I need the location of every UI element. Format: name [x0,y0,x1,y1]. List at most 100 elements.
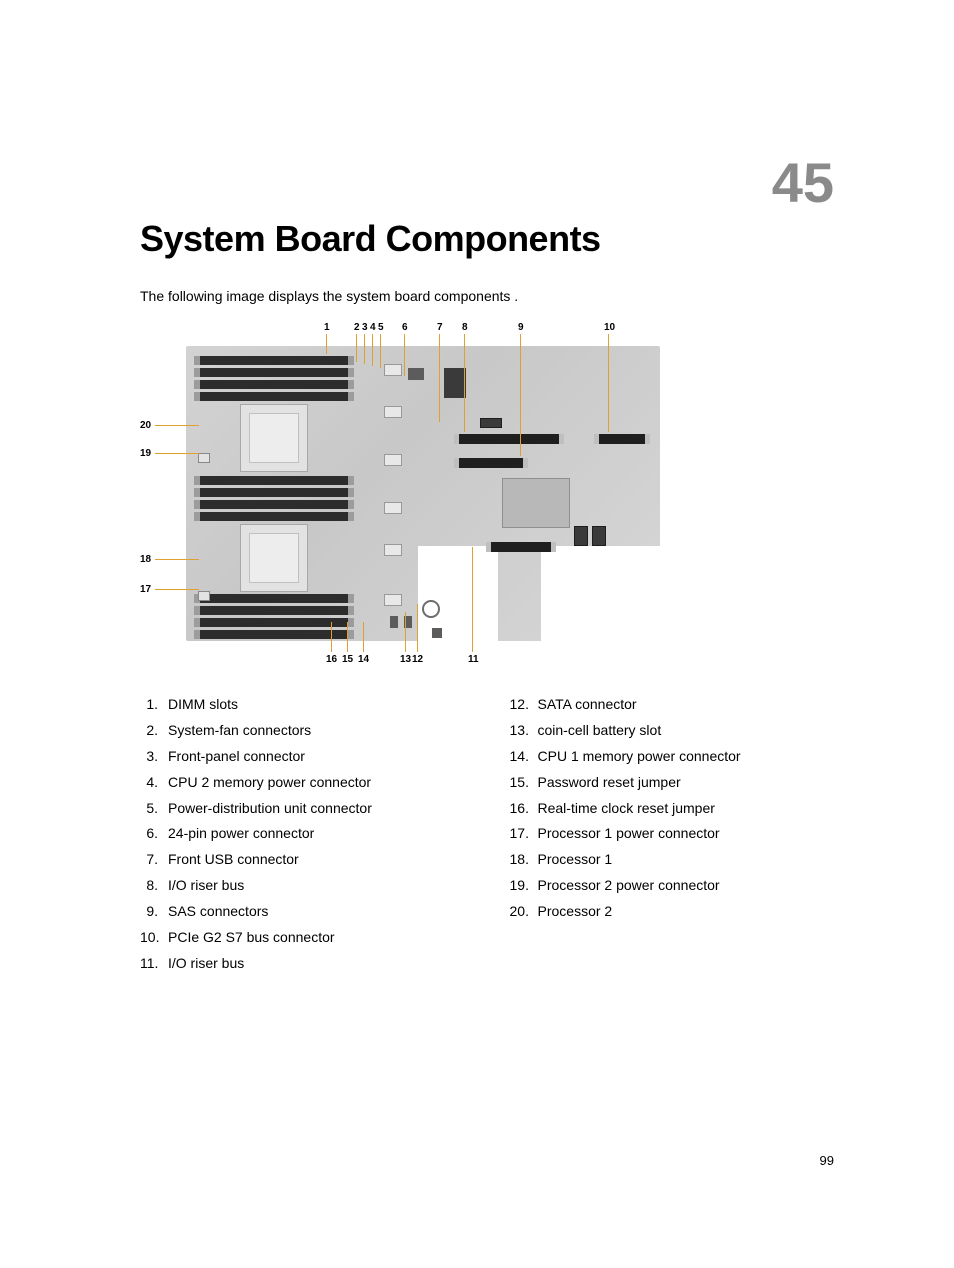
dimm-bank [194,594,354,642]
io-riser-bus-lower [486,542,556,552]
intro-paragraph: The following image displays the system … [140,288,839,304]
legend-item: 5.Power-distribution unit connector [140,799,470,818]
front-panel-conn [416,368,424,380]
cpu1-socket [240,524,308,592]
callout-label: 16 [326,654,337,665]
callout-label: 1 [324,322,330,333]
fan-connector [384,364,402,376]
legend-column-right: 12.SATA connector 13.coin-cell battery sl… [510,695,840,980]
callout-line [439,334,440,422]
legend-item-text: Real-time clock reset jumper [538,799,715,818]
page-number: 99 [820,1153,834,1168]
legend-item-number: 1. [140,695,168,714]
callout-line [417,604,418,652]
legend-item: 4.CPU 2 memory power connector [140,773,470,792]
document-page: 45 System Board Components The following… [0,0,954,1268]
callout-label: 14 [358,654,369,665]
legend-item-text: Processor 2 [538,902,613,921]
cpu1-mem-pwr [432,628,442,638]
pcie-slot [594,434,650,444]
dimm-bank [194,476,354,524]
legend-item-text: Processor 2 power connector [538,876,720,895]
legend-item: 11.I/O riser bus [140,954,470,973]
callout-label: 8 [462,322,468,333]
board-cutout [418,546,498,641]
legend-item-number: 17. [510,824,538,843]
legend-item-number: 7. [140,850,168,869]
callout-line [608,334,609,432]
callout-label: 7 [437,322,443,333]
legend-item-text: Front USB connector [168,850,299,869]
legend-item: 12.SATA connector [510,695,840,714]
legend-item: 9.SAS connectors [140,902,470,921]
callout-label: 5 [378,322,384,333]
legend-item-number: 11. [140,954,168,973]
fan-connector [384,406,402,418]
legend-item-text: 24-pin power connector [168,824,314,843]
legend-item-text: Front-panel connector [168,747,305,766]
callout-label: 13 [400,654,411,665]
legend-item: 13.coin-cell battery slot [510,721,840,740]
callout-label: 19 [140,448,151,459]
chipset [502,478,570,528]
legend-item-number: 13. [510,721,538,740]
callout-label: 20 [140,420,151,431]
page-title: System Board Components [140,218,839,260]
component-legend: 1.DIMM slots2.System-fan connectors3.Fro… [140,695,839,980]
callout-line [155,453,199,454]
callout-line [363,622,364,652]
legend-item-number: 20. [510,902,538,921]
front-usb [480,418,502,428]
legend-item: 7.Front USB connector [140,850,470,869]
legend-item-text: CPU 1 memory power connector [538,747,741,766]
legend-item-text: I/O riser bus [168,954,244,973]
callout-label: 2 [354,322,360,333]
callout-line [364,334,365,364]
legend-item-text: Processor 1 power connector [538,824,720,843]
board-outline [186,346,660,641]
legend-item-number: 10. [140,928,168,947]
proc1-pwr [198,591,210,601]
callout-line [464,334,465,432]
legend-item-text: System-fan connectors [168,721,311,740]
legend-column-left: 1.DIMM slots2.System-fan connectors3.Fro… [140,695,470,980]
legend-item: 2.System-fan connectors [140,721,470,740]
callout-label: 4 [370,322,376,333]
legend-item: 15.Password reset jumper [510,773,840,792]
callout-label: 11 [468,654,479,665]
legend-item-text: Password reset jumper [538,773,681,792]
cpu2-socket [240,404,308,472]
legend-item-text: coin-cell battery slot [538,721,662,740]
legend-item: 14.CPU 1 memory power connector [510,747,840,766]
callout-line [155,425,199,426]
board-cutout [541,546,661,641]
callout-line [155,589,199,590]
legend-item-number: 12. [510,695,538,714]
callout-line [404,334,405,376]
callout-line [347,622,348,652]
legend-item-number: 5. [140,799,168,818]
fan-connector [384,544,402,556]
sata-connector [592,526,606,546]
proc2-pwr [198,453,210,463]
callout-line [380,334,381,368]
legend-item-number: 2. [140,721,168,740]
sas-connector [454,458,528,468]
legend-item-number: 9. [140,902,168,921]
legend-item-number: 18. [510,850,538,869]
fan-connector [384,502,402,514]
cpu2-mem-pwr [408,368,416,380]
io-riser-bus [454,434,564,444]
legend-item-text: PCIe G2 S7 bus connector [168,928,335,947]
legend-item-text: I/O riser bus [168,876,244,895]
callout-line [472,547,473,652]
legend-item-text: Processor 1 [538,850,613,869]
callout-line [372,334,373,366]
legend-item: 1.DIMM slots [140,695,470,714]
callout-label: 18 [140,554,151,565]
legend-item-text: CPU 2 memory power connector [168,773,371,792]
legend-item: 17.Processor 1 power connector [510,824,840,843]
legend-item: 16.Real-time clock reset jumper [510,799,840,818]
callout-label: 9 [518,322,524,333]
fan-connector [384,454,402,466]
